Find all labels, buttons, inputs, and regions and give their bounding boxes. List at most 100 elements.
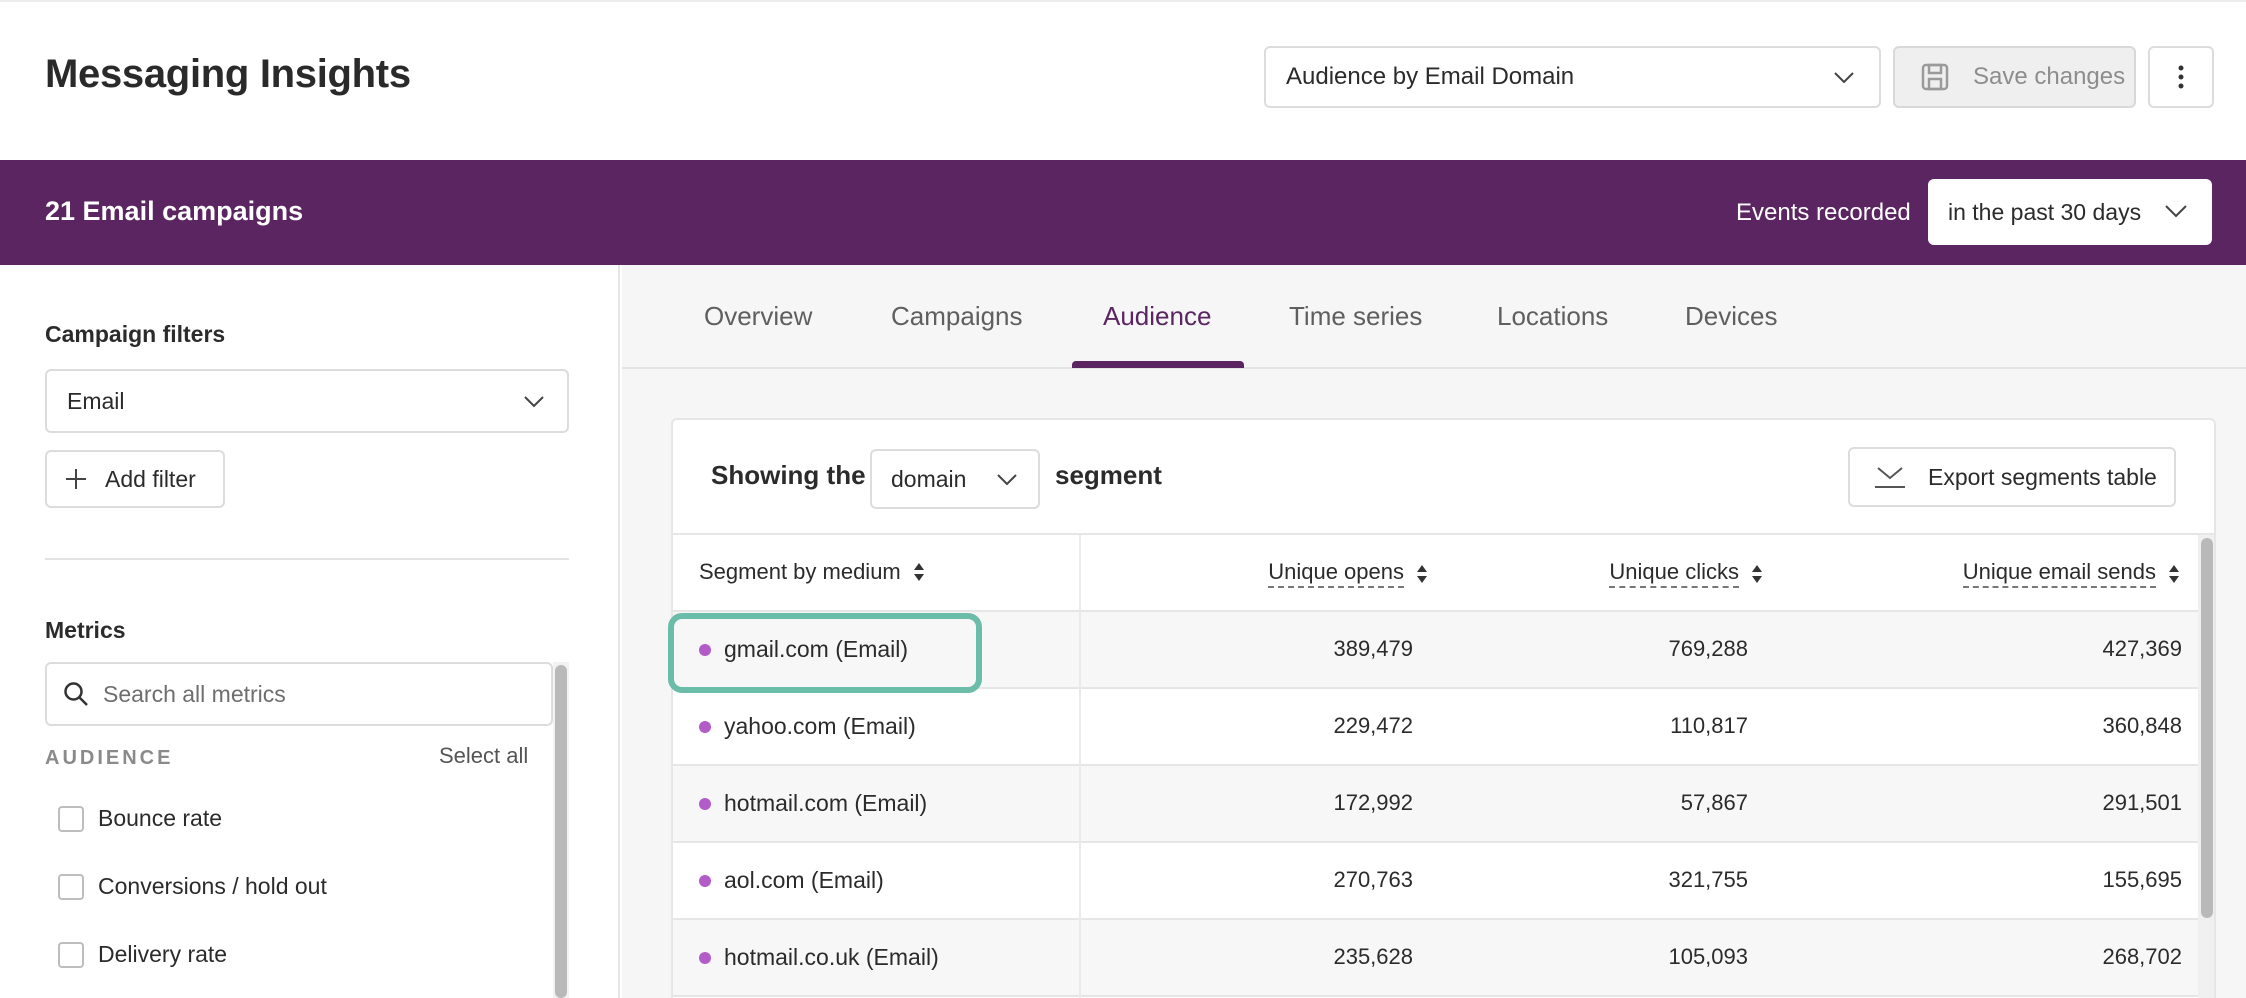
table-header: Segment by medium Unique opens Unique cl… <box>673 535 2214 612</box>
sort-icon <box>1752 564 1762 583</box>
checkbox[interactable] <box>58 941 84 968</box>
metric-checkbox-row[interactable]: Conversions / hold out <box>58 873 327 900</box>
sort-icon <box>2169 564 2179 583</box>
campaign-count-title: 21 Email campaigns <box>45 196 304 226</box>
segment-dot-icon <box>699 952 711 964</box>
unique-sends-value: 360,848 <box>2102 713 2182 738</box>
save-changes-label: Save changes <box>1973 63 2126 90</box>
chevron-down-icon <box>524 396 544 408</box>
plus-icon <box>66 469 86 489</box>
search-icon <box>64 682 88 706</box>
tab-audience[interactable]: Audience <box>1103 301 1212 331</box>
metric-checkbox-row[interactable]: Bounce rate <box>58 805 222 832</box>
table-row[interactable]: yahoo.com (Email) 229,472 110,817 360,84… <box>673 689 2198 766</box>
save-changes-button[interactable]: Save changes <box>1893 46 2136 108</box>
events-recorded-label: Events recorded <box>1736 199 1911 226</box>
metric-checkbox-row[interactable]: Delivery rate <box>58 941 227 968</box>
unique-opens-value: 389,479 <box>1333 636 1413 661</box>
more-options-button[interactable] <box>2148 46 2214 108</box>
tab-locations[interactable]: Locations <box>1497 301 1609 331</box>
save-icon <box>1921 63 1949 91</box>
segment-dot-icon <box>699 721 711 733</box>
tab-time-series[interactable]: Time series <box>1289 301 1423 331</box>
segment-controls: Showing the domain segment Export segmen… <box>673 420 2214 535</box>
segment-name[interactable]: aol.com (Email) <box>724 867 884 893</box>
unique-opens-value: 172,992 <box>1333 790 1413 815</box>
segment-name[interactable]: hotmail.co.uk (Email) <box>724 944 939 970</box>
sidebar-scrollbar-thumb[interactable] <box>555 665 567 998</box>
segment-suffix-label: segment <box>1055 460 1162 490</box>
unique-clicks-value: 110,817 <box>1670 713 1748 738</box>
export-segments-label: Export segments table <box>1928 463 2157 490</box>
metric-label: Conversions / hold out <box>98 873 327 899</box>
segment-type-value: domain <box>891 465 967 492</box>
segment-dot-icon <box>699 875 711 887</box>
unique-clicks-value: 105,093 <box>1668 944 1748 969</box>
unique-clicks-value: 769,288 <box>1668 636 1748 661</box>
campaign-filters-heading: Campaign filters <box>45 321 226 347</box>
add-filter-label: Add filter <box>105 465 196 492</box>
saved-view-select[interactable]: Audience by Email Domain <box>1264 46 1881 108</box>
segment-type-select[interactable]: domain <box>870 449 1040 509</box>
column-header-unique-clicks[interactable]: Unique clicks <box>1609 559 1763 588</box>
time-range-value: in the past 30 days <box>1948 198 2142 225</box>
metrics-search-input[interactable]: Search all metrics <box>45 662 553 726</box>
unique-clicks-value: 321,755 <box>1668 867 1748 892</box>
tab-bar: Overview Campaigns Audience Time series … <box>622 265 2246 369</box>
metric-label: Bounce rate <box>98 805 223 831</box>
column-header-segment[interactable]: Segment by medium <box>699 559 925 585</box>
active-tab-indicator <box>1072 361 1244 368</box>
checkbox[interactable] <box>58 805 84 832</box>
page-title: Messaging Insights <box>45 52 411 96</box>
column-header-unique-email-sends[interactable]: Unique email sends <box>1962 559 2180 588</box>
export-segments-button[interactable]: Export segments table <box>1848 447 2176 507</box>
table-row[interactable]: hotmail.co.uk (Email) 235,628 105,093 26… <box>673 920 2198 997</box>
campaign-filter-select[interactable]: Email <box>45 369 569 433</box>
time-range-select[interactable]: in the past 30 days <box>1928 179 2212 245</box>
sort-icon <box>1417 564 1427 583</box>
unique-sends-value: 291,501 <box>2102 790 2182 815</box>
column-header-unique-opens[interactable]: Unique opens <box>1268 559 1428 588</box>
table-row[interactable]: hotmail.com (Email) 172,992 57,867 291,5… <box>673 766 2198 843</box>
segment-name[interactable]: hotmail.com (Email) <box>724 790 928 816</box>
add-filter-button[interactable]: Add filter <box>45 450 225 508</box>
unique-sends-value: 427,369 <box>2102 636 2182 661</box>
table-row[interactable]: aol.com (Email) 270,763 321,755 155,695 <box>673 843 2198 920</box>
table-scrollbar-thumb[interactable] <box>2201 538 2213 918</box>
download-tray-icon <box>1875 467 1905 488</box>
campaign-filter-value: Email <box>67 387 125 414</box>
table-row[interactable]: gmail.com (Email) 389,479 769,288 427,36… <box>673 612 2198 689</box>
unique-sends-value: 155,695 <box>2102 867 2182 892</box>
segment-name[interactable]: gmail.com (Email) <box>724 636 909 662</box>
top-header: Messaging Insights Audience by Email Dom… <box>0 0 2246 160</box>
focus-highlight-ring <box>668 613 982 693</box>
segments-card: Showing the domain segment Export segmen… <box>671 418 2216 998</box>
chevron-down-icon <box>2165 205 2187 218</box>
chevron-down-icon <box>1834 72 1854 84</box>
segment-prefix-label: Showing the <box>711 460 866 490</box>
unique-opens-value: 229,472 <box>1333 713 1413 738</box>
tab-overview[interactable]: Overview <box>704 301 813 331</box>
sidebar: Campaign filters Email Add filter Metric… <box>0 265 620 998</box>
tab-devices[interactable]: Devices <box>1685 301 1778 331</box>
unique-sends-value: 268,702 <box>2102 944 2182 969</box>
unique-clicks-value: 57,867 <box>1680 790 1748 815</box>
column-header-label: Segment by medium <box>699 559 901 584</box>
column-divider <box>1079 535 1081 998</box>
sidebar-divider <box>45 558 569 560</box>
select-all-link[interactable]: Select all <box>439 743 529 768</box>
metric-label: Delivery rate <box>98 941 228 967</box>
metrics-heading: Metrics <box>45 617 126 643</box>
tab-campaigns[interactable]: Campaigns <box>891 301 1023 331</box>
column-header-label: Unique clicks <box>1609 559 1739 588</box>
column-header-label: Unique opens <box>1268 559 1404 588</box>
segment-dot-icon <box>699 798 711 810</box>
unique-opens-value: 235,628 <box>1333 944 1413 969</box>
sort-icon <box>913 563 924 581</box>
column-header-label: Unique email sends <box>1962 559 2156 588</box>
checkbox[interactable] <box>58 873 84 900</box>
segment-name[interactable]: yahoo.com (Email) <box>724 713 916 739</box>
audience-group-label: AUDIENCE <box>45 747 174 769</box>
campaign-summary-bar: 21 Email campaigns Events recorded in th… <box>0 160 2246 265</box>
main-content: Overview Campaigns Audience Time series … <box>622 265 2246 998</box>
